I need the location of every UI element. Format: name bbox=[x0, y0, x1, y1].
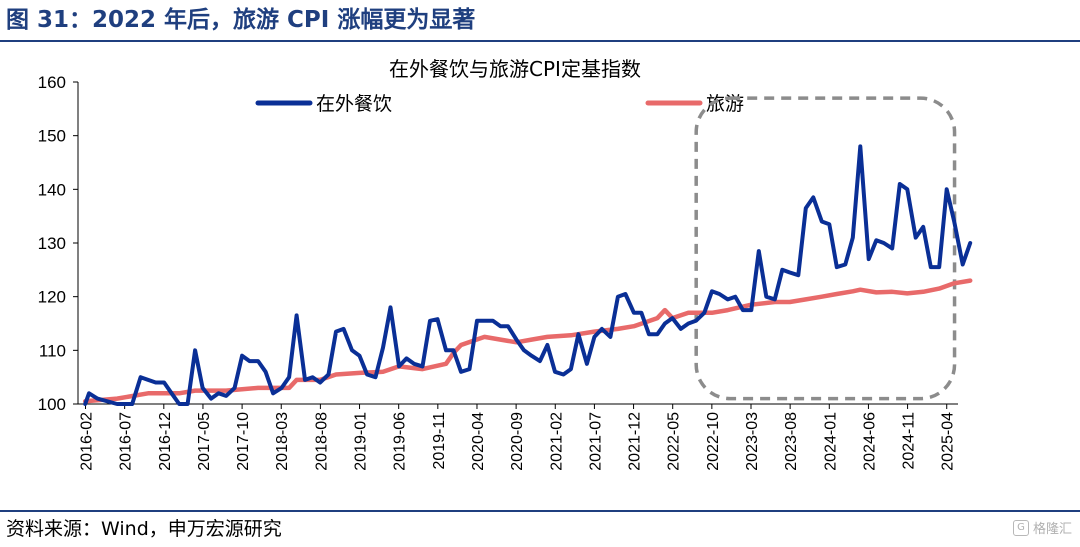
x-tick-label: 2020-04 bbox=[470, 412, 487, 471]
x-tick-label: 2024-11 bbox=[901, 412, 918, 470]
y-tick-label: 130 bbox=[38, 234, 66, 253]
x-tick-label: 2017-10 bbox=[235, 412, 252, 471]
x-tick-label: 2024-01 bbox=[822, 412, 839, 471]
chart-title: 在外餐饮与旅游CPI定基指数 bbox=[389, 57, 641, 81]
highlight-layer bbox=[694, 96, 957, 401]
x-tick-label: 2025-04 bbox=[940, 412, 957, 471]
axes: 100 110 120 130 140 150 160 2016-02 2016-07 2016-… bbox=[38, 73, 958, 471]
x-tick-label: 2019-01 bbox=[353, 412, 370, 471]
legend: 在外餐饮 旅游 bbox=[255, 93, 744, 115]
x-tick-label: 2016-07 bbox=[118, 412, 135, 471]
x-tick-label: 2021-07 bbox=[587, 412, 604, 471]
series-line-travel bbox=[82, 278, 973, 404]
y-tick-label: 160 bbox=[38, 73, 66, 92]
x-tick-label: 2024-06 bbox=[861, 412, 878, 471]
x-tick-label: 2022-05 bbox=[666, 412, 683, 471]
x-tick-label: 2019-06 bbox=[392, 412, 409, 471]
x-tick-label: 2023-03 bbox=[744, 412, 761, 471]
y-tick-label: 110 bbox=[39, 341, 66, 360]
series-line-dining bbox=[83, 144, 973, 406]
x-tick-label: 2023-08 bbox=[783, 412, 800, 471]
watermark-logo-icon: G bbox=[1012, 519, 1029, 536]
x-tick-label: 2016-12 bbox=[157, 412, 174, 471]
title-rule bbox=[0, 40, 1080, 42]
y-tick-label: 100 bbox=[38, 395, 66, 414]
figure-title: 图 31：2022 年后，旅游 CPI 涨幅更为显著 bbox=[6, 7, 476, 33]
x-tick-label: 2018-03 bbox=[274, 412, 291, 471]
x-tick-label: 2020-09 bbox=[509, 412, 526, 471]
y-tick-label: 150 bbox=[38, 127, 66, 146]
x-tick-label: 2019-11 bbox=[431, 412, 448, 470]
x-tick-label: 2017-05 bbox=[196, 412, 213, 471]
source-note: 资料来源：Wind，申万宏源研究 bbox=[6, 518, 282, 540]
legend-label: 在外餐饮 bbox=[316, 93, 392, 115]
y-tick-label: 140 bbox=[38, 180, 66, 199]
watermark-text: 格隆汇 bbox=[1032, 522, 1072, 537]
x-tick-label: 2021-12 bbox=[627, 412, 644, 471]
y-tick-label: 120 bbox=[38, 288, 66, 307]
watermark: G 格隆汇 bbox=[1012, 518, 1072, 537]
x-tick-label: 2021-02 bbox=[548, 412, 565, 471]
x-tick-label: 2018-08 bbox=[313, 412, 330, 471]
x-tick-label: 2016-02 bbox=[79, 412, 96, 471]
series-layer bbox=[82, 144, 973, 406]
footer-rule bbox=[0, 510, 1080, 512]
cpi-line-chart: 在外餐饮与旅游CPI定基指数 在外餐饮 旅游 100 110 120 130 140 150… bbox=[38, 57, 973, 471]
x-tick-label: 2022-10 bbox=[705, 412, 722, 471]
highlight-box bbox=[694, 96, 957, 401]
